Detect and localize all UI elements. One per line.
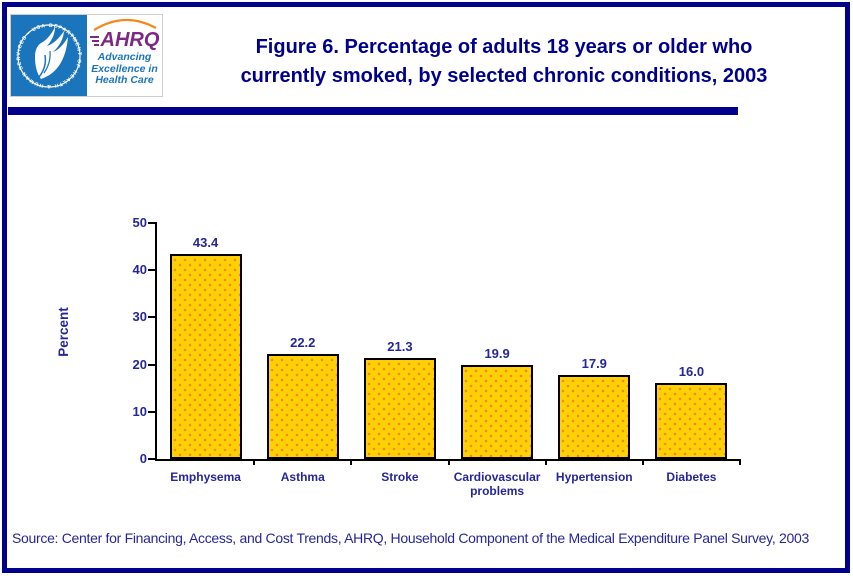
category-label: Diabetes [666,470,717,484]
bar-asthma [266,354,339,459]
bar-value-label: 43.4 [192,235,219,250]
bar-slot: 17.9 Hypertension [546,223,644,484]
y-axis-tick-label: 30 [132,309,147,325]
bar-stroke [363,358,436,459]
bar-slot: 21.3 Stroke [351,223,450,484]
bar-cardiovascular-problems [461,365,534,459]
y-axis-tick-label: 20 [132,356,147,372]
bar-diabetes [655,383,728,459]
y-axis-title: Percent [56,307,71,357]
y-axis-tick-mark [148,222,157,224]
bar-slot: 43.4 Emphysema [157,223,256,484]
ahrq-tagline-line: Health Care [95,74,154,86]
title-divider-rule [8,107,738,115]
category-label: Emphysema [170,470,241,484]
x-axis-tick-mark [253,459,256,465]
category-label: Stroke [381,470,419,484]
bar-slot: 16.0 Diabetes [643,223,742,484]
hhs-eagle-seal-icon: DEPARTMENT OF HEALTH & HUMAN SERVICES • … [16,23,81,89]
bar-value-label: 22.2 [290,335,316,350]
bar-hypertension [558,375,631,459]
x-axis-tick-mark [739,459,742,465]
bar-value-label: 16.0 [678,364,705,379]
y-axis-tick-label: 50 [132,215,147,230]
bar-slots: 43.4 Emphysema 22.2 Asthma 21.3 Stroke 19.9 Car… [157,223,742,498]
y-axis-tick-mark [148,458,157,460]
y-axis-tick-label: 10 [132,403,147,419]
figure-title: Figure 6. Percentage of adults 18 years … [168,33,840,91]
plot-area: 43.4 Emphysema 22.2 Asthma 21.3 Stroke 19.9 Car… [133,215,742,498]
y-axis-tick-label: 0 [139,451,147,466]
ahrq-arc-icon [92,18,157,31]
bar-slot: 19.9 Cardiovascular problems [449,223,547,498]
bar-emphysema [169,254,242,459]
y-axis-tick-mark [148,269,157,272]
category-label: Hypertension [555,470,633,484]
x-axis-tick-mark [447,459,450,465]
figure-title-line2: currently smoked, by selected chronic co… [240,65,768,87]
bar-value-label: 21.3 [387,339,413,354]
ahrq-speedlines-icon [89,36,99,46]
bar-value-label: 19.9 [484,346,510,361]
ahrq-tagline: Advancing Excellence in Health Care [91,51,158,87]
ahrq-logo: AHRQ Advancing Excellence in Health Care [87,15,162,96]
category-label: Asthma [280,470,325,484]
ahrq-tagline-line: Advancing [97,51,152,63]
x-axis-tick-mark [544,459,547,465]
category-label: Cardiovascular problems [453,470,541,498]
bar-slot: 22.2 Asthma [254,223,353,484]
y-axis-tick-mark [148,410,157,413]
x-axis-tick-mark [350,459,353,465]
ahrq-acronym: AHRQ [100,29,160,51]
y-axis-tick-mark [148,363,157,366]
figure-title-line1: Figure 6. Percentage of adults 18 years … [255,36,753,58]
bar-value-label: 17.9 [581,356,607,371]
y-axis-tick-mark [148,316,157,319]
source-note: Source: Center for Financing, Access, an… [12,530,809,546]
hhs-logo: DEPARTMENT OF HEALTH & HUMAN SERVICES • … [11,15,87,96]
ahrq-tagline-line: Excellence in [91,62,158,75]
x-axis-tick-mark [641,459,644,465]
y-axis-tick-label: 40 [132,262,147,278]
agency-logo: DEPARTMENT OF HEALTH & HUMAN SERVICES • … [10,14,163,97]
